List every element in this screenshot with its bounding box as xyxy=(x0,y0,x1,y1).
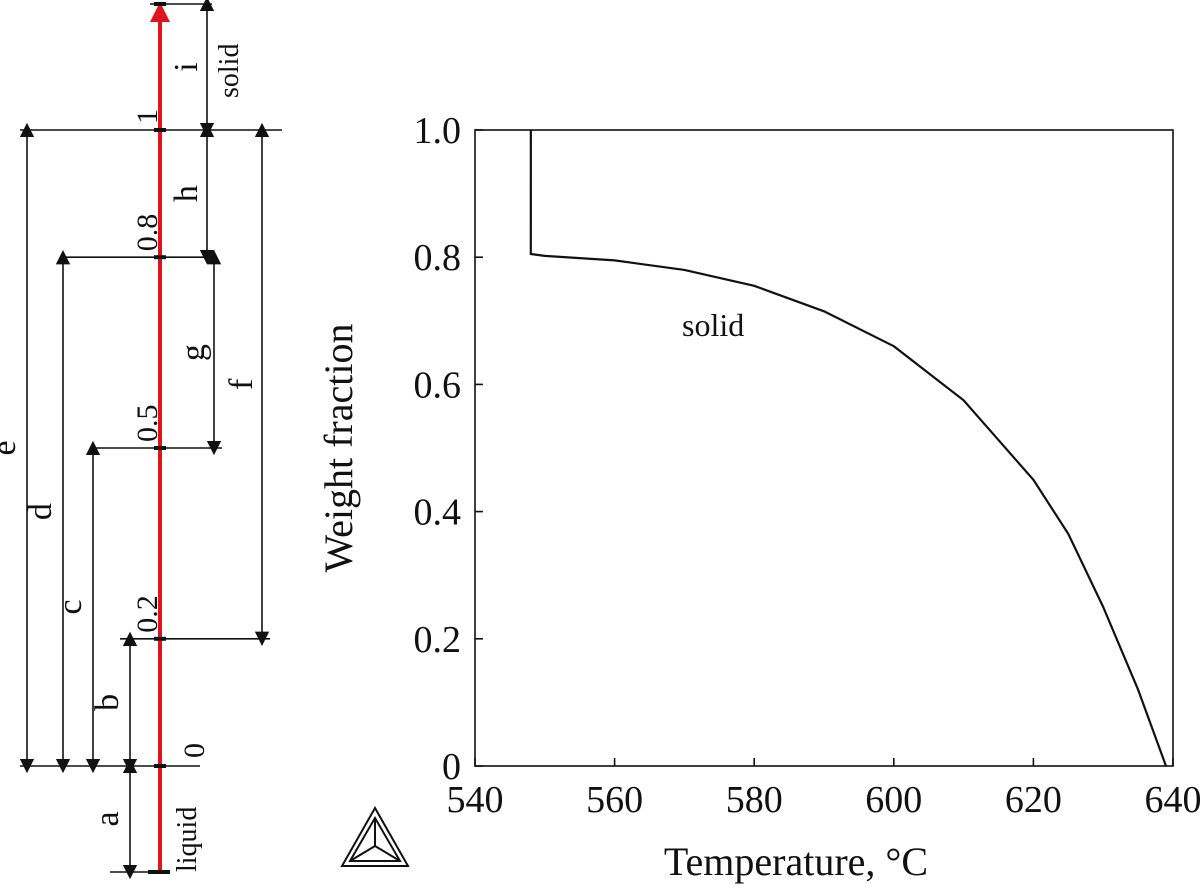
y-tick-label: 0 xyxy=(442,746,461,788)
state-label-solid: solid xyxy=(214,44,245,98)
y-tick-label: 1.0 xyxy=(414,110,462,152)
fraction-mark-label: 0.2 xyxy=(131,595,164,633)
plot-frame xyxy=(474,129,1174,767)
solidification-schematic: abcdefghi 00.20.50.81 liquid solid xyxy=(0,0,282,880)
x-axis-title: Temperature, °C xyxy=(664,839,928,884)
fraction-marks: 0 0.2 0.5 0.8 1 xyxy=(131,2,211,874)
series-label-solid: solid xyxy=(682,307,744,343)
y-axis-title: Weight fraction xyxy=(316,324,361,573)
dimension-label-h: h xyxy=(168,185,205,202)
fraction-mark-label: 1 xyxy=(131,109,164,124)
series-line-solid xyxy=(529,129,1168,767)
y-axis-ticks: 0 0.2 0.4 0.6 0.8 1.0 xyxy=(414,110,483,788)
x-tick-label: 640 xyxy=(1145,779,1200,821)
y-tick-label: 0.8 xyxy=(414,237,462,279)
x-tick-label: 580 xyxy=(726,779,783,821)
dimension-label-g: g xyxy=(175,344,212,361)
dimension-label-f: f xyxy=(223,378,260,390)
x-tick-label: 540 xyxy=(447,779,504,821)
dimension-label-c: c xyxy=(52,599,89,614)
y-tick-label: 0.6 xyxy=(414,364,462,406)
y-tick-label: 0.4 xyxy=(414,492,462,534)
schematic-dimension-arrows: abcdefghi xyxy=(0,0,270,880)
fraction-mark-label: 0.5 xyxy=(131,405,164,443)
dimension-label-i: i xyxy=(168,62,205,71)
x-tick-label: 620 xyxy=(1005,779,1062,821)
dimension-label-a: a xyxy=(89,811,126,826)
fraction-mark-label: 0 xyxy=(178,743,211,758)
dimension-label-e: e xyxy=(0,440,23,455)
x-axis-ticks: 540 560 580 600 620 640 xyxy=(447,758,1200,821)
x-tick-label: 600 xyxy=(865,779,922,821)
x-tick-label: 560 xyxy=(586,779,643,821)
thermo-calc-logo-icon xyxy=(340,805,410,867)
y-tick-label: 0.2 xyxy=(414,619,462,661)
dimension-label-b: b xyxy=(89,694,126,711)
fraction-mark-label: 0.8 xyxy=(131,214,164,252)
state-label-liquid: liquid xyxy=(172,807,203,872)
weight-fraction-chart: 540 560 580 600 620 640 0 0.2 0.4 0.6 0.8 1.0 soli… xyxy=(316,110,1200,884)
